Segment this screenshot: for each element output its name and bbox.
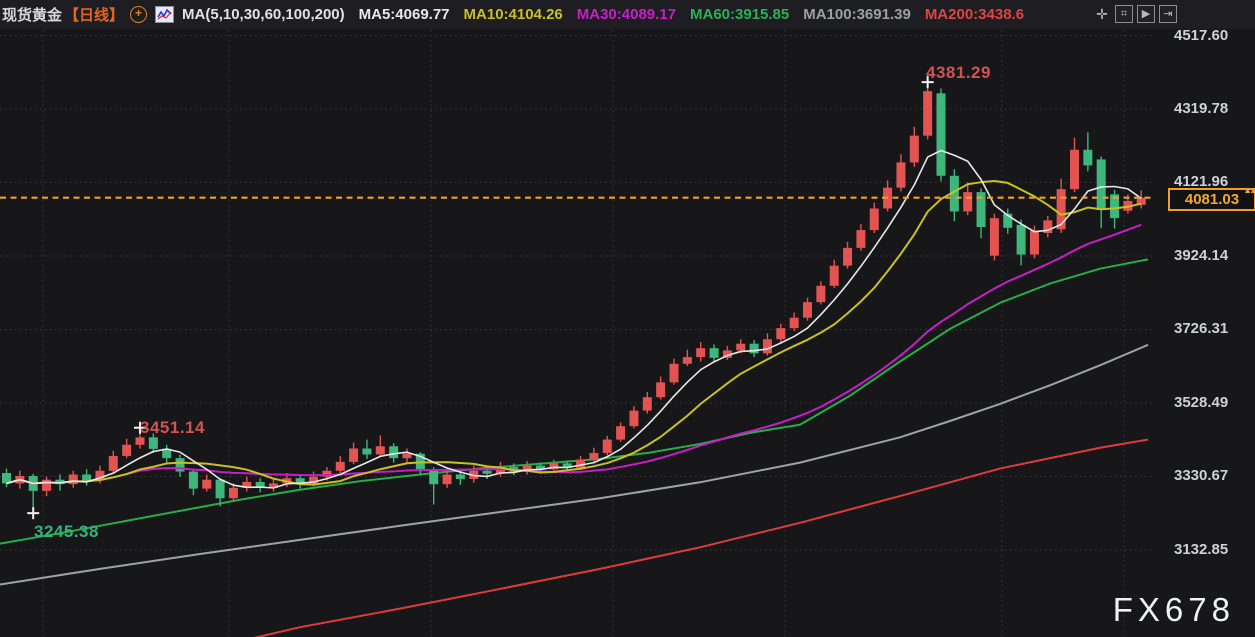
chart-type-icon[interactable] [155,6,175,23]
axis-tick-label: 3132.85 [1174,540,1229,558]
axis-scale-icon[interactable]: ⌗ [1115,5,1133,23]
symbol-label: 现货黄金 [2,7,63,24]
price-alert-icon[interactable]: ▲▲ [1243,184,1255,195]
axis-tick-label: 4517.60 [1174,26,1229,44]
ma-legend-item: MA30:4089.17 [576,5,676,23]
price-annotation: 3245.38 [34,522,99,541]
ma-legend-item: MA60:3915.85 [690,5,790,23]
watermark-logo: FX678 [1112,591,1235,628]
axis-tick-label: 3726.31 [1174,320,1229,338]
price-annotation: 4381.29 [926,63,991,82]
axis-tick-label: 4121.96 [1174,173,1229,191]
period-label: 【日线】 [64,7,125,24]
price-annotation: 3451.14 [140,418,205,437]
axis-tick-label: 3924.14 [1174,246,1229,264]
ma-legend-item: MA200:3438.6 [924,5,1025,23]
chart-toolbar: ✛ ⌗ ▶ ⇥ [1093,5,1177,23]
ma-settings-label: MA(5,10,30,60,100,200) [182,6,345,23]
last-price-tag: 4081.03 [1168,187,1255,211]
ma-legend-item: MA10:4104.26 [463,5,563,23]
crosshair-icon[interactable]: ✛ [1096,6,1108,22]
legend-bar: 现货黄金 【日线】 + MA(5,10,30,60,100,200) MA5:4… [0,0,1255,29]
axis-tick-label: 3528.49 [1174,393,1229,411]
axis-tick-label: 3330.67 [1174,467,1229,485]
axis-tick-label: 4319.78 [1174,99,1229,117]
ma-legend-values: MA5:4069.77 MA10:4104.26 MA30:4089.17 MA60:… [345,6,1024,24]
ma-legend-item: MA5:4069.77 [358,5,450,23]
pop-out-icon[interactable]: ⇥ [1159,5,1177,23]
axis-indicator-icon[interactable]: ▶ [1137,5,1155,23]
add-indicator-icon[interactable]: + [130,6,148,23]
ma-legend-item: MA100:3691.39 [803,5,911,23]
